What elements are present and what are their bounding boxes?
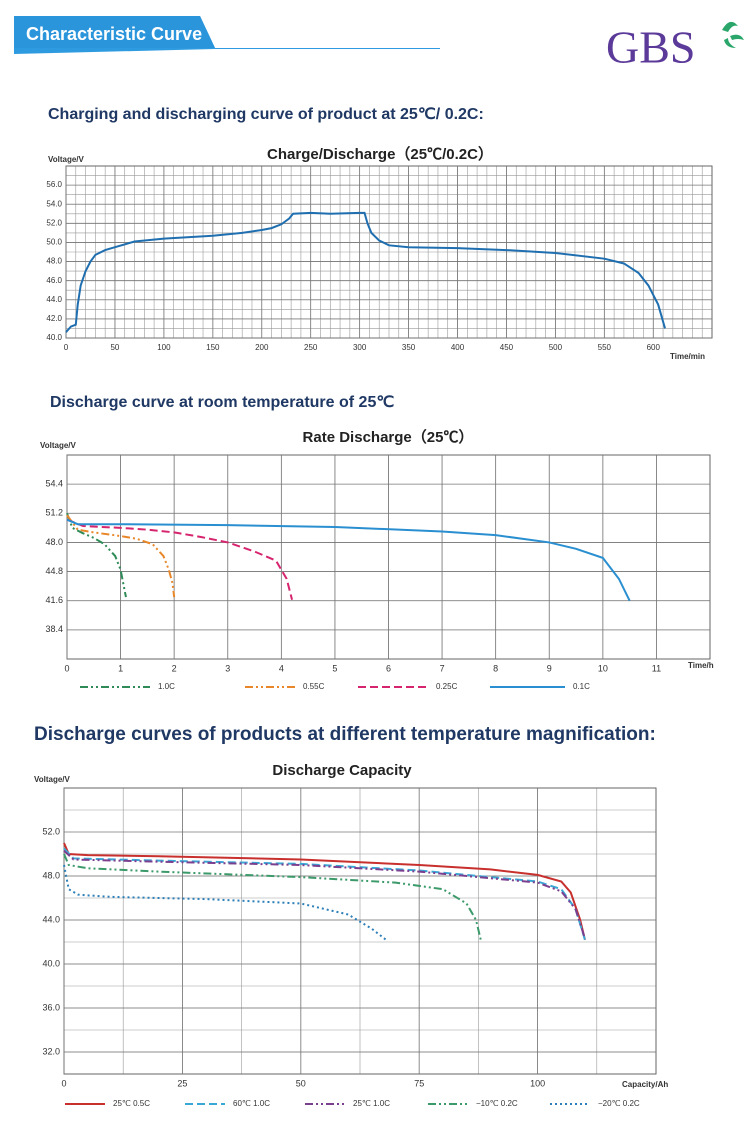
y-tick-label: 54.0 (46, 199, 62, 208)
x-axis-label: Capacity/Ah (622, 1080, 668, 1089)
x-tick-label: 6 (386, 663, 391, 673)
y-tick-label: 44.8 (45, 566, 63, 576)
legend-label: 25℃ 0.5C (113, 1099, 150, 1108)
banner-title: Characteristic Curve (26, 24, 202, 44)
y-tick-label: 48.0 (45, 537, 63, 547)
logo-icon (722, 21, 744, 48)
x-tick-label: 500 (549, 343, 563, 352)
x-tick-label: 450 (500, 343, 514, 352)
chart-title: Rate Discharge（25℃） (303, 428, 474, 446)
data-line (63, 847, 586, 941)
y-tick-label: 48.0 (42, 870, 60, 880)
x-tick-label: 600 (647, 343, 661, 352)
legend-label: 0.25C (436, 682, 458, 691)
y-tick-label: 41.6 (45, 595, 63, 605)
legend-label: 0.1C (573, 682, 590, 691)
x-tick-label: 0 (64, 343, 69, 352)
y-tick-label: 51.2 (45, 508, 63, 518)
y-tick-label: 40.0 (46, 333, 62, 342)
x-tick-label: 10 (598, 663, 608, 673)
y-tick-label: 44.0 (42, 914, 60, 924)
y-tick-label: 56.0 (46, 180, 62, 189)
y-tick-label: 32.0 (42, 1046, 60, 1056)
section-heading: Discharge curve at room temperature of 2… (50, 394, 394, 411)
x-tick-label: 75 (414, 1078, 424, 1088)
y-tick-label: 52.0 (42, 826, 60, 836)
y-axis-label: Voltage/V (48, 155, 85, 164)
x-tick-label: 2 (172, 663, 177, 673)
y-tick-label: 36.0 (42, 1002, 60, 1012)
y-tick-label: 38.4 (45, 624, 63, 634)
x-tick-label: 9 (547, 663, 552, 673)
data-line (66, 512, 127, 598)
x-tick-label: 8 (493, 663, 498, 673)
x-tick-label: 50 (110, 343, 119, 352)
legend-label: 1.0C (158, 682, 175, 691)
x-tick-label: 11 (652, 663, 661, 673)
data-line (66, 518, 294, 601)
legend-label: 25℃ 1.0C (353, 1099, 390, 1108)
y-tick-label: 44.0 (46, 295, 62, 304)
chart-title: Charge/Discharge（25℃/0.2C） (267, 145, 493, 163)
data-line (63, 849, 586, 940)
x-tick-label: 25 (177, 1078, 187, 1088)
x-tick-label: 150 (206, 343, 220, 352)
chart-title: Discharge Capacity (272, 762, 412, 779)
y-tick-label: 40.0 (42, 958, 60, 968)
x-tick-label: 4 (279, 663, 284, 673)
x-tick-label: 5 (332, 663, 337, 673)
y-axis-label: Voltage/V (34, 775, 71, 784)
y-tick-label: 48.0 (46, 257, 62, 266)
x-tick-label: 7 (440, 663, 445, 673)
data-line (63, 842, 586, 941)
x-tick-label: 1 (118, 663, 123, 673)
x-tick-label: 100 (157, 343, 171, 352)
legend-label: 0.55C (303, 682, 325, 691)
x-axis-label: Time/min (670, 352, 705, 361)
data-line (65, 211, 666, 333)
data-line (63, 864, 387, 941)
data-line (66, 514, 176, 598)
y-tick-label: 50.0 (46, 238, 62, 247)
x-tick-label: 250 (304, 343, 318, 352)
y-tick-label: 54.4 (45, 479, 63, 489)
x-tick-label: 400 (451, 343, 465, 352)
x-tick-label: 0 (61, 1078, 66, 1088)
legend-label: 60℃ 1.0C (233, 1099, 270, 1108)
x-tick-label: 200 (255, 343, 269, 352)
y-tick-label: 46.0 (46, 276, 62, 285)
logo: GBS (606, 22, 695, 73)
x-axis-label: Time/h (688, 661, 714, 670)
banner-fill (14, 16, 215, 48)
data-line (63, 853, 482, 941)
data-line (66, 518, 631, 602)
x-tick-label: 300 (353, 343, 367, 352)
x-tick-label: 3 (225, 663, 230, 673)
legend-label: −20℃ 0.2C (598, 1099, 640, 1108)
x-tick-label: 350 (402, 343, 416, 352)
x-tick-label: 100 (530, 1078, 545, 1088)
y-axis-label: Voltage/V (40, 441, 77, 450)
legend-label: −10℃ 0.2C (476, 1099, 518, 1108)
y-tick-label: 42.0 (46, 314, 62, 323)
x-tick-label: 550 (598, 343, 612, 352)
x-tick-label: 0 (64, 663, 69, 673)
y-tick-label: 52.0 (46, 218, 62, 227)
x-tick-label: 50 (296, 1078, 306, 1088)
section-heading: Charging and discharging curve of produc… (48, 106, 484, 123)
section-heading: Discharge curves of products at differen… (34, 724, 656, 745)
